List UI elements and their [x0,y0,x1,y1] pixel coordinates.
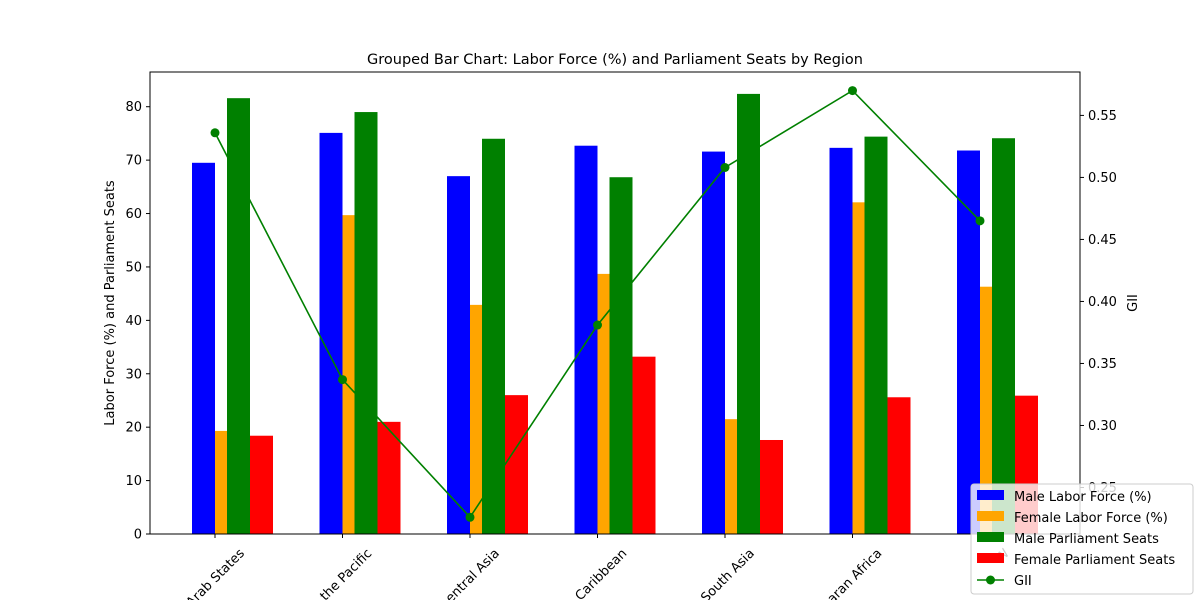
bars-layer [192,93,1038,535]
bar-male-labor-force-east-asia-and-the-pacific [319,132,343,534]
y-tick-label: 10 [125,474,142,489]
y-tick-label: 50 [125,260,142,275]
y2-tick-label: 0.45 [1088,233,1117,248]
x-tick-label: Arab States [184,546,248,600]
legend-marker-gii [986,575,995,585]
y-tick-label: 0 [134,528,142,543]
legend-swatch-female-labor-force [977,511,1004,521]
bar-male-labor-force-europe-and-central-asia [447,176,470,535]
legend-label-male-labor-force: Male Labor Force (%) [1014,490,1152,505]
y2-tick-label: 0.55 [1088,109,1117,124]
bar-male-labor-force-south-asia [702,151,725,535]
left-axis: 0 10 20 30 40 50 60 70 80 [125,100,150,543]
bar-female-parliament-seats-east-asia-and-the-pacific [377,421,401,534]
bar-male-parliament-seats-latin-america-and-the-caribbean [609,177,633,534]
point-gii-south-asia [720,163,730,173]
point-gii-arab-states [210,128,220,138]
legend-label-female-labor-force: Female Labor Force (%) [1014,511,1168,526]
bar-male-parliament-seats-east-asia-and-the-pacific [354,112,378,534]
bar-female-parliament-seats-europe-and-central-asia [505,395,528,534]
legend-label-gii: GII [1014,574,1032,589]
y2-tick-label: 0.50 [1088,171,1117,186]
bar-male-parliament-seats-south-asia [737,93,760,535]
bar-male-labor-force-latin-america-and-the-caribbean [574,145,598,534]
y-tick-label: 80 [125,100,142,115]
bar-female-parliament-seats-latin-america-and-the-caribbean [632,356,656,534]
bar-male-parliament-seats-arab-states [227,98,250,535]
legend-box [970,483,1194,595]
point-gii-world [975,216,985,226]
legend-swatch-male-parliament-seats [977,532,1004,542]
x-tick-label: aran Africa [825,546,886,600]
bar-male-labor-force-world [957,150,980,534]
gii-line-layer [210,86,985,522]
bar-male-parliament-seats-europe-and-central-asia [482,138,505,534]
legend: Male Labor Force (%) Female Labor Force (… [970,483,1194,595]
y-tick-label: 30 [125,367,142,382]
x-tick-label: entral Asia [443,546,503,600]
point-gii-latin-america-and-the-caribbean [593,320,602,330]
bar-male-parliament-seats-sub-saharan-africa [864,136,888,534]
right-axis: 0.250.300.350.400.450.500.55 [1080,109,1117,496]
y2-axis-label: GII [1126,294,1141,312]
legend-swatch-female-parliament-seats [977,553,1004,563]
bar-female-parliament-seats-sub-saharan-africa [887,397,911,534]
bar-female-parliament-seats-arab-states [250,435,273,534]
x-tick-label: Caribbean [573,546,631,600]
plot-frame [149,71,1081,535]
legend-label-female-parliament-seats: Female Parliament Seats [1014,553,1175,568]
x-tick-label: the Pacific [317,546,375,600]
point-gii-sub-saharan-africa [848,86,857,96]
bar-female-parliament-seats-south-asia [760,439,783,534]
y2-tick-label: 0.30 [1088,419,1117,434]
point-gii-europe-and-central-asia [465,512,475,522]
legend-swatch-male-labor-force [977,490,1004,500]
x-tick-label: South Asia [698,546,758,600]
bar-male-labor-force-sub-saharan-africa [829,147,853,534]
y-tick-label: 40 [125,314,142,329]
y2-tick-label: 0.35 [1088,357,1117,372]
x-axis: Arab States the Pacific entral Asia Caribbe… [184,534,1013,600]
chart-title: Grouped Bar Chart: Labor Force (%) and P… [367,52,863,68]
bar-male-labor-force-arab-states [192,162,215,535]
y2-tick-label: 0.40 [1088,295,1117,310]
bar-male-parliament-seats-world [992,138,1015,535]
legend-label-male-parliament-seats: Male Parliament Seats [1014,532,1159,547]
point-gii-east-asia-and-the-pacific [338,375,347,385]
y-tick-label: 60 [125,207,142,222]
y-tick-label: 20 [125,421,142,436]
y-tick-label: 70 [125,154,142,169]
y-axis-label: Labor Force (%) and Parliament Seats [103,180,118,426]
